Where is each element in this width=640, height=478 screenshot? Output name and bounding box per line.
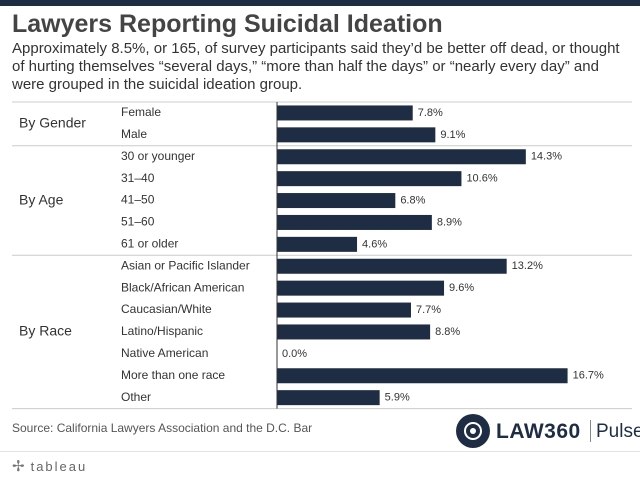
category-label: Latino/Hispanic (121, 324, 203, 338)
category-label: Asian or Pacific Islander (121, 258, 250, 272)
data-label: 6.8% (400, 194, 425, 206)
bar (277, 236, 358, 252)
group-label: By Race (19, 323, 72, 339)
data-label: 13.2% (512, 260, 543, 272)
bar (277, 280, 445, 296)
category-label: 61 or older (121, 237, 178, 251)
category-label: Male (121, 127, 147, 141)
brand-sub: Pulse (596, 421, 640, 442)
bar (277, 127, 436, 143)
category-label: 51–60 (121, 215, 155, 229)
data-label: 8.9% (437, 216, 462, 228)
law360-globe-icon (456, 414, 490, 448)
bar-chart: Female 7.8% Male 9.1% By Gender 30 or younger… (12, 101, 632, 410)
bar (277, 171, 462, 187)
data-label: 7.7% (416, 304, 441, 316)
group-label: By Age (19, 191, 64, 207)
chart-subtitle: Approximately 8.5%, or 165, of survey pa… (12, 40, 620, 93)
data-label: 10.6% (466, 173, 497, 185)
top-accent-bar (0, 0, 640, 6)
source-note: Source: California Lawyers Association a… (12, 421, 313, 435)
group-label: By Gender (19, 115, 86, 131)
bar (277, 390, 380, 406)
category-label: 30 or younger (121, 149, 195, 163)
data-label: 0.0% (282, 348, 307, 360)
bar (277, 324, 431, 340)
brand-name: LAW360 (496, 420, 581, 443)
tableau-logo[interactable]: ✢ tableau (12, 457, 87, 475)
category-label: Caucasian/White (121, 302, 212, 316)
data-label: 4.6% (362, 238, 387, 250)
category-label: More than one race (121, 368, 225, 382)
data-label: 8.8% (435, 326, 460, 338)
category-label: 41–50 (121, 193, 155, 207)
brand-logo: LAW360 Pulse (456, 412, 640, 448)
bar (277, 105, 413, 121)
tableau-wordmark: tableau (30, 459, 88, 474)
data-label: 9.1% (440, 129, 465, 141)
tableau-plus-icon: ✢ (12, 458, 27, 475)
chart-title: Lawyers Reporting Suicidal Ideation (12, 10, 443, 38)
category-label: Native American (121, 346, 208, 360)
bar (277, 368, 568, 384)
bar (277, 214, 432, 230)
bar (277, 149, 526, 165)
category-label: 31–40 (121, 171, 155, 185)
bar (277, 258, 507, 274)
tableau-footer: ✢ tableau (0, 451, 640, 478)
category-label: Other (121, 390, 151, 404)
bar (277, 302, 411, 318)
data-label: 7.8% (418, 107, 443, 119)
category-label: Black/African American (121, 280, 244, 294)
data-label: 5.9% (385, 392, 410, 404)
data-label: 9.6% (449, 282, 474, 294)
brand-divider (590, 420, 591, 442)
data-label: 14.3% (531, 151, 562, 163)
data-label: 16.7% (573, 370, 604, 382)
category-label: Female (121, 105, 161, 119)
bar (277, 193, 396, 209)
